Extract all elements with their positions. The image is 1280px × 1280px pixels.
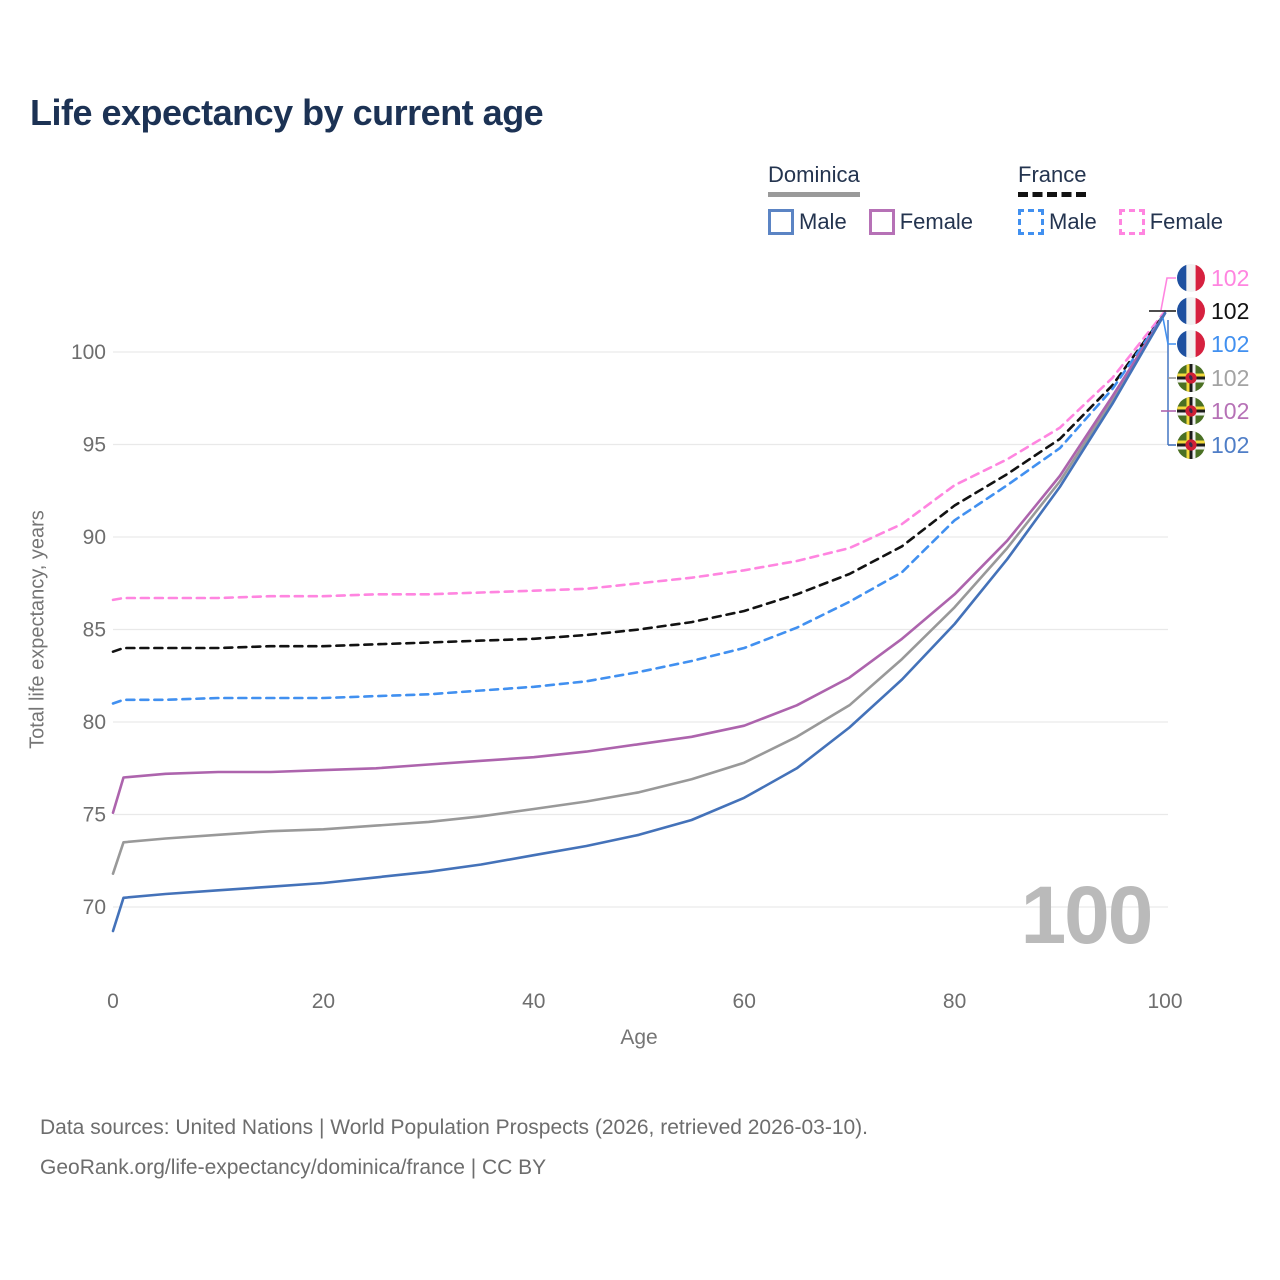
y-tick-90: 90 xyxy=(83,526,106,549)
series-lines xyxy=(111,309,1167,933)
x-tick-20: 20 xyxy=(312,990,335,1013)
chart-title: Life expectancy by current age xyxy=(30,92,544,133)
legend-label-france-female: Female xyxy=(1149,209,1224,234)
series-line-dominica-male xyxy=(111,311,1167,933)
legend-item-france-male[interactable]: Male xyxy=(1018,209,1097,235)
series-line-dominica-both xyxy=(111,311,1167,876)
dominica-flag-icon xyxy=(1177,397,1205,425)
end-label-value: 102 xyxy=(1211,398,1249,424)
dominica-flag-icon xyxy=(1177,364,1205,392)
series-line-dominica-female xyxy=(111,311,1167,815)
legend-items-france: Male Female xyxy=(1018,209,1245,235)
footer-sources: Data sources: United Nations | World Pop… xyxy=(40,1116,869,1139)
y-tick-80: 80 xyxy=(83,711,106,734)
y-tick-85: 85 xyxy=(83,619,106,642)
legend-country-dominica: Dominica xyxy=(768,162,860,197)
gridlines xyxy=(113,351,1168,908)
series-line-france-both xyxy=(111,311,1167,654)
legend-swatch-dominica-male[interactable] xyxy=(768,209,794,235)
legend-label-france-male: Male xyxy=(1049,209,1097,234)
legend-group-france: France Male Female xyxy=(1018,162,1245,235)
x-tick-80: 80 xyxy=(943,990,966,1013)
footer-url: GeoRank.org/life-expectancy/dominica/fra… xyxy=(40,1156,547,1179)
france-flag-icon xyxy=(1177,264,1205,292)
france-flag-icon xyxy=(1177,297,1205,325)
axis-ticks: 70 75 80 85 90 95 100 0 20 40 60 80 100 xyxy=(71,341,1183,1013)
legend-country-france: France xyxy=(1018,162,1087,197)
y-axis-title: Total life expectancy, years xyxy=(26,510,49,749)
legend-swatch-france-male[interactable] xyxy=(1018,209,1044,235)
end-labels: 102 102 102 102 102 102 xyxy=(1177,264,1249,459)
end-label-row-france-female: 102 xyxy=(1177,264,1249,292)
end-label-value: 102 xyxy=(1211,331,1249,357)
legend-item-dominica-female[interactable]: Female xyxy=(868,209,974,235)
series-line-france-male xyxy=(111,311,1167,705)
y-tick-100: 100 xyxy=(71,341,106,364)
end-label-row-france-both: 102 xyxy=(1177,297,1249,325)
end-label-leaders xyxy=(1149,277,1176,446)
x-tick-40: 40 xyxy=(522,990,545,1013)
end-label-row-dominica-female: 102 xyxy=(1177,397,1249,425)
y-tick-95: 95 xyxy=(83,434,106,457)
leader-france-female xyxy=(1160,277,1176,311)
end-label-row-dominica-male: 102 xyxy=(1177,431,1249,459)
end-label-value: 102 xyxy=(1211,298,1249,324)
legend-swatch-france-female[interactable] xyxy=(1118,209,1145,235)
y-tick-75: 75 xyxy=(83,804,106,827)
x-axis-title: Age xyxy=(620,1026,658,1049)
legend-item-dominica-male[interactable]: Male xyxy=(768,209,847,235)
legend-items-dominica: Male Female xyxy=(768,209,995,235)
end-label-row-dominica-both: 102 xyxy=(1177,364,1249,392)
legend-group-dominica: Dominica Male Female xyxy=(768,162,995,235)
x-tick-100: 100 xyxy=(1147,990,1182,1013)
watermark: 100 xyxy=(1021,870,1152,961)
x-tick-0: 0 xyxy=(107,990,119,1013)
dominica-flag-icon xyxy=(1177,431,1205,459)
end-label-value: 102 xyxy=(1211,432,1249,458)
legend-swatch-dominica-female[interactable] xyxy=(868,209,895,235)
series-line-france-female xyxy=(111,309,1167,602)
france-flag-icon xyxy=(1177,330,1205,358)
y-tick-70: 70 xyxy=(83,896,106,919)
end-label-value: 102 xyxy=(1211,265,1249,291)
end-label-value: 102 xyxy=(1211,365,1249,391)
legend-label-dominica-female: Female xyxy=(899,209,974,234)
footer: Data sources: United Nations | World Pop… xyxy=(40,1108,868,1188)
x-tick-60: 60 xyxy=(733,990,756,1013)
legend-label-dominica-male: Male xyxy=(799,209,847,234)
leader-france-male xyxy=(1162,317,1176,345)
end-label-row-france-male: 102 xyxy=(1177,330,1249,358)
legend-item-france-female[interactable]: Female xyxy=(1118,209,1224,235)
